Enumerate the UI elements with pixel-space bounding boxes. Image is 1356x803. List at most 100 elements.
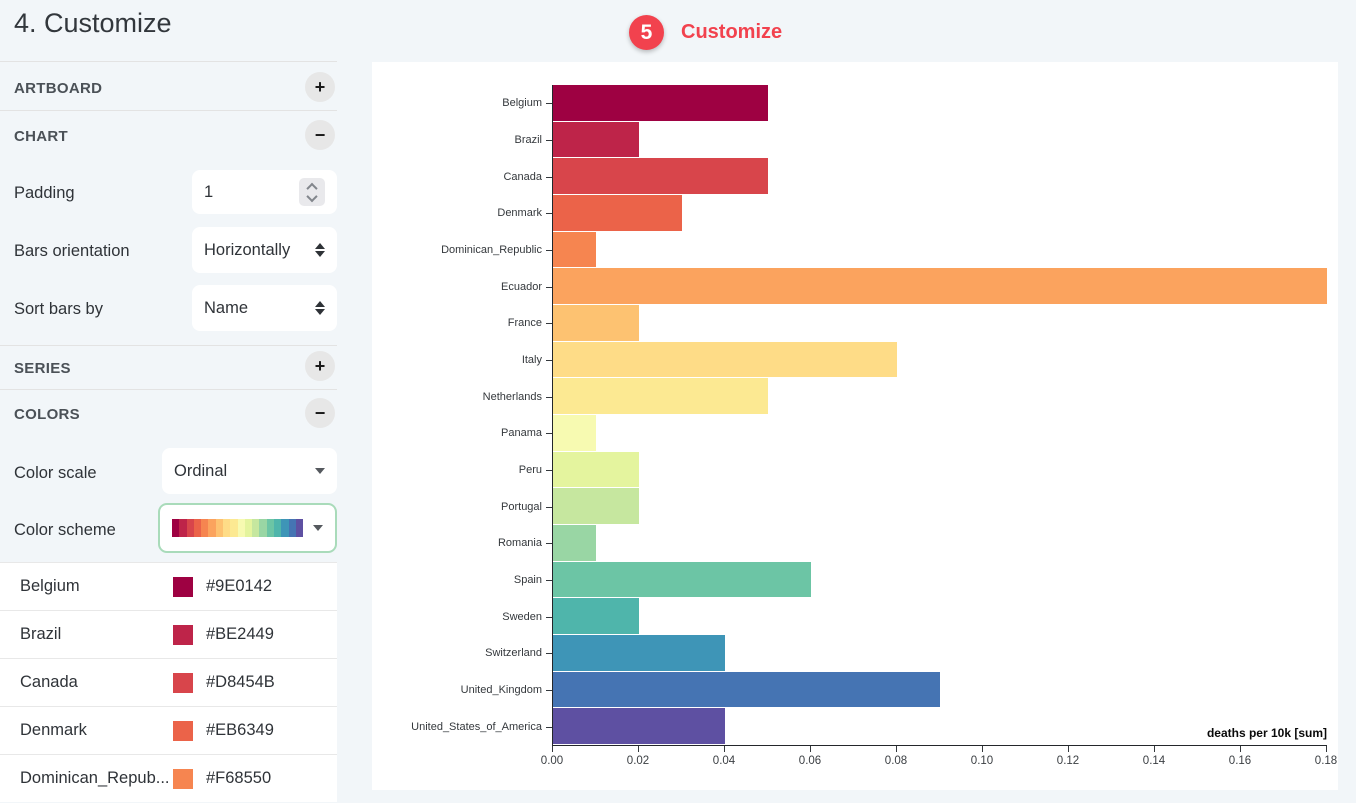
padding-label: Padding (14, 184, 75, 202)
y-tick-mark (546, 396, 552, 398)
series-expand-button[interactable]: + (305, 351, 335, 381)
color-item-name: Denmark (20, 721, 87, 739)
y-tick-mark (546, 360, 552, 361)
bars-orientation-select[interactable]: Horizontally (192, 227, 337, 273)
bar-Denmark (553, 195, 682, 231)
divider (0, 110, 337, 111)
color-scale-select[interactable]: Ordinal (162, 448, 337, 494)
color-swatch[interactable] (173, 720, 193, 741)
bar-United_Kingdom (553, 671, 940, 708)
x-tick-label: 0.14 (1142, 755, 1166, 767)
scheme-color-step (193, 519, 202, 537)
bars-orientation-label: Bars orientation (14, 242, 130, 260)
scheme-color-step (230, 519, 238, 537)
y-tick-label: Brazil (514, 134, 542, 146)
scheme-color-step (266, 519, 274, 537)
y-tick-label: Switzerland (485, 647, 542, 660)
scheme-color-step (281, 519, 289, 537)
bar-United_States_of_America (553, 708, 725, 744)
y-tick-label: Dominican_Republic (441, 244, 542, 256)
color-item-name: Dominican_Repub... (20, 769, 168, 787)
y-tick-mark (546, 616, 552, 618)
scheme-color-step (201, 519, 209, 537)
stepper-down-icon[interactable] (306, 190, 318, 202)
y-tick-label: Ecuador (501, 280, 542, 293)
color-item-name: Canada (20, 673, 78, 691)
y-tick-mark (546, 506, 552, 508)
bar-Italy (553, 341, 897, 378)
sort-bars-value: Name (204, 298, 249, 317)
y-tick-label: France (507, 317, 542, 330)
x-tick-mark (552, 746, 553, 752)
y-axis-line (552, 85, 553, 745)
y-tick-mark (546, 470, 552, 471)
y-tick-label: United_States_of_America (411, 720, 542, 733)
scheme-color-step (295, 519, 304, 537)
color-list-item[interactable]: Denmark #EB6349 (0, 706, 337, 754)
color-swatch[interactable] (173, 672, 193, 693)
y-tick-label: Denmark (497, 207, 542, 220)
divider (0, 389, 337, 390)
scheme-color-step (273, 519, 282, 537)
scheme-color-step (222, 519, 231, 537)
chart-collapse-button[interactable]: − (305, 120, 335, 150)
x-tick-mark (896, 746, 897, 752)
x-tick-mark (810, 746, 811, 752)
color-swatch[interactable] (173, 576, 193, 597)
divider (0, 61, 337, 62)
y-tick-label: Sweden (502, 610, 542, 623)
y-tick-label: Canada (503, 170, 542, 183)
color-list-item[interactable]: Dominican_Repub... #F68550 (0, 754, 337, 802)
y-tick-mark (546, 176, 552, 178)
padding-input[interactable]: 1 (192, 170, 337, 214)
x-tick-mark (724, 746, 725, 752)
color-swatch[interactable] (173, 624, 193, 645)
padding-stepper[interactable] (299, 178, 325, 206)
color-scheme-select[interactable] (158, 503, 337, 553)
x-tick-label: 0.10 (970, 755, 994, 767)
color-scale-label: Color scale (14, 464, 97, 482)
y-tick-label: Portugal (501, 500, 542, 513)
x-tick-mark (1154, 746, 1155, 752)
x-tick-label: 0.02 (626, 755, 650, 767)
x-tick-label: 0.06 (798, 755, 822, 767)
scheme-color-step (172, 519, 180, 537)
bar-Netherlands (553, 378, 768, 414)
y-tick-mark (546, 323, 552, 325)
color-list-item[interactable]: Canada #D8454B (0, 658, 337, 706)
scheme-color-step (237, 519, 245, 537)
x-axis-line (552, 745, 1327, 746)
bar-Panama (553, 415, 596, 451)
step-label: Customize (681, 21, 783, 43)
x-tick-label: 0.00 (540, 755, 564, 767)
y-tick-mark (546, 653, 552, 655)
x-tick-mark (982, 746, 983, 752)
bars-orientation-value: Horizontally (204, 240, 291, 259)
y-tick-label: Peru (518, 464, 542, 476)
y-tick-mark (546, 543, 552, 545)
section-series: SERIES (14, 360, 71, 377)
bar-Belgium (553, 85, 768, 121)
color-swatch[interactable] (173, 768, 193, 789)
color-hex-value: #EB6349 (206, 721, 274, 739)
artboard-expand-button[interactable]: + (305, 72, 335, 102)
x-tick-mark (1068, 746, 1069, 752)
divider (0, 345, 337, 346)
color-list-item[interactable]: Brazil #BE2449 (0, 610, 337, 658)
y-tick-label: Spain (513, 574, 542, 586)
x-tick-mark (638, 746, 639, 752)
sort-bars-select[interactable]: Name (192, 285, 337, 331)
y-tick-label: Panama (501, 427, 542, 440)
color-list-item[interactable]: Belgium #9E0142 (0, 562, 337, 610)
section-artboard: ARTBOARD (14, 80, 103, 97)
scheme-color-step (252, 519, 260, 537)
y-tick-mark (546, 250, 552, 251)
colors-collapse-button[interactable]: − (305, 398, 335, 428)
chevron-down-icon (313, 525, 323, 531)
page-title: 4. Customize (14, 8, 172, 38)
y-tick-mark (546, 580, 552, 581)
bar-Ecuador (553, 268, 1327, 304)
color-scheme-label: Color scheme (14, 521, 116, 539)
y-tick-label: Italy (521, 354, 542, 366)
y-tick-mark (546, 103, 552, 105)
